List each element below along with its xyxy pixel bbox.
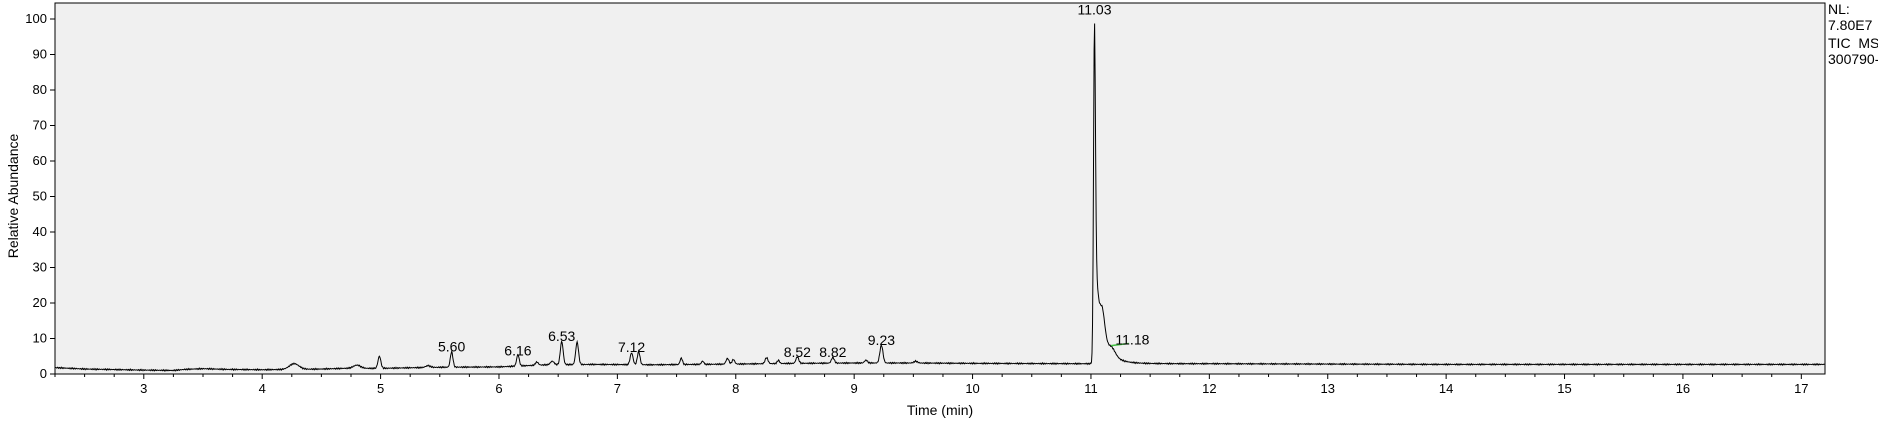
x-tick-label: 8 [732, 381, 739, 396]
x-tick-label: 3 [140, 381, 147, 396]
y-tick-label: 0 [40, 366, 47, 381]
x-tick-label: 14 [1439, 381, 1453, 396]
y-tick-label: 10 [33, 331, 47, 346]
peak-label: 11.18 [1115, 332, 1149, 348]
x-tick-label: 15 [1557, 381, 1571, 396]
x-tick-label: 12 [1202, 381, 1216, 396]
y-tick-label: 90 [33, 47, 47, 62]
y-tick-label: 40 [33, 224, 47, 239]
x-tick-label: 4 [259, 381, 266, 396]
peak-label: 6.16 [504, 343, 531, 359]
x-axis-title: Time (min) [907, 402, 973, 418]
trace-type: TIC MS [1828, 35, 1878, 51]
x-tick-label: 17 [1794, 381, 1808, 396]
x-axis: 3 4 5 6 7 8 9 10 11 12 13 14 15 16 17 [54, 374, 1809, 396]
peak-label: 8.82 [819, 344, 846, 360]
x-tick-label: 11 [1084, 381, 1098, 396]
x-tick-label: 13 [1321, 381, 1335, 396]
nl-label: NL: [1828, 1, 1850, 17]
y-tick-label: 60 [33, 153, 47, 168]
peak-label: 9.23 [868, 332, 895, 348]
x-tick-label: 5 [377, 381, 384, 396]
peak-label: 6.53 [548, 328, 575, 344]
y-tick-label: 70 [33, 118, 47, 133]
x-tick-label: 7 [614, 381, 621, 396]
y-tick-label: 100 [25, 11, 47, 26]
x-tick-label: 6 [495, 381, 502, 396]
y-axis: 0 10 20 30 40 50 60 70 80 90 100 [25, 11, 55, 381]
peak-label: 7.12 [618, 339, 645, 355]
y-tick-label: 20 [33, 295, 47, 310]
peak-baseline-marker [1110, 342, 1129, 347]
peak-labels: 5.60 6.16 6.53 7.12 8.52 8.82 9.23 11.03 11.18 [438, 2, 1150, 360]
y-tick-label: 30 [33, 260, 47, 275]
x-tick-label: 16 [1676, 381, 1690, 396]
y-tick-label: 50 [33, 189, 47, 204]
y-tick-label: 80 [33, 82, 47, 97]
y-axis-title: Relative Abundance [5, 134, 21, 259]
tic-trace-line [54, 23, 1825, 372]
peak-label: 8.52 [784, 344, 811, 360]
plot-area [54, 2, 1826, 375]
x-tick-label: 10 [965, 381, 979, 396]
peak-label: 5.60 [438, 339, 465, 355]
peak-label: 11.03 [1078, 2, 1112, 18]
nl-value: 7.80E7 [1828, 17, 1873, 33]
x-tick-label: 9 [851, 381, 858, 396]
file-name: 300790- [1828, 51, 1878, 67]
